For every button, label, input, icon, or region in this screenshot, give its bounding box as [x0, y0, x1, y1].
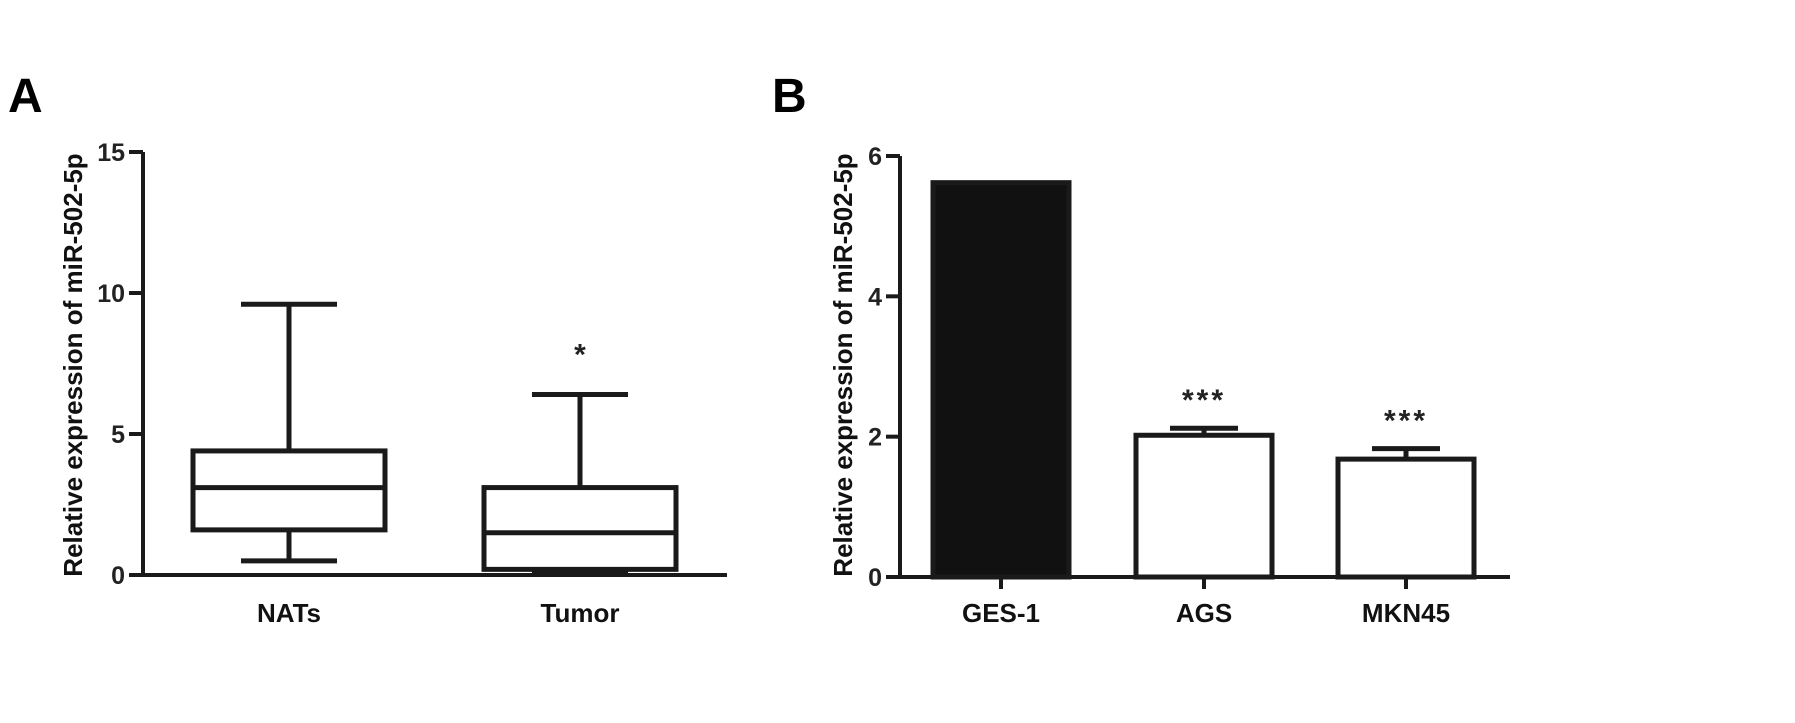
x-tick-label-b: MKN45: [1362, 598, 1450, 628]
y-axis-title-b: Relative expression of miR-502-5p: [828, 153, 858, 576]
x-tick-label-b: GES-1: [962, 598, 1040, 628]
panel-a: A Relative expression of miR-502-5p 0 5 10…: [8, 70, 727, 628]
bar: [930, 180, 1072, 580]
bar: [1133, 432, 1275, 580]
iqr-box: [190, 448, 388, 533]
y-axis-title-a: Relative expression of miR-502-5p: [58, 153, 88, 576]
x-tick-label-a: Tumor: [541, 598, 620, 628]
significance-marker: ***: [1182, 384, 1226, 417]
bar-ges-1: [930, 180, 1072, 589]
bar-mkn45: ***: [1335, 405, 1477, 589]
bar: [1335, 456, 1477, 580]
bar-ags: ***: [1133, 384, 1275, 589]
y-tick-label-b: 4: [868, 283, 882, 311]
y-tick-label-b: 2: [868, 424, 882, 452]
panel-label-a: A: [8, 70, 43, 123]
y-tick-label-a: 15: [97, 139, 125, 167]
box-nats: [190, 301, 388, 564]
y-tick-label-a: 5: [111, 421, 125, 449]
y-tick-label-a: 0: [111, 562, 125, 590]
panel-label-b: B: [772, 70, 807, 123]
significance-marker: *: [574, 339, 586, 372]
iqr-box: [481, 485, 679, 572]
y-tick-label-a: 10: [97, 280, 125, 308]
x-tick-label-a: NATs: [257, 598, 321, 628]
box-tumor: *: [481, 339, 679, 574]
significance-marker: ***: [1384, 405, 1428, 438]
y-tick-label-b: 0: [868, 564, 882, 592]
y-tick-label-b: 6: [868, 143, 882, 171]
panel-b: B Relative expression of miR-502-5p 0 2 4 6…: [772, 70, 1510, 628]
x-tick-label-b: AGS: [1176, 598, 1232, 628]
